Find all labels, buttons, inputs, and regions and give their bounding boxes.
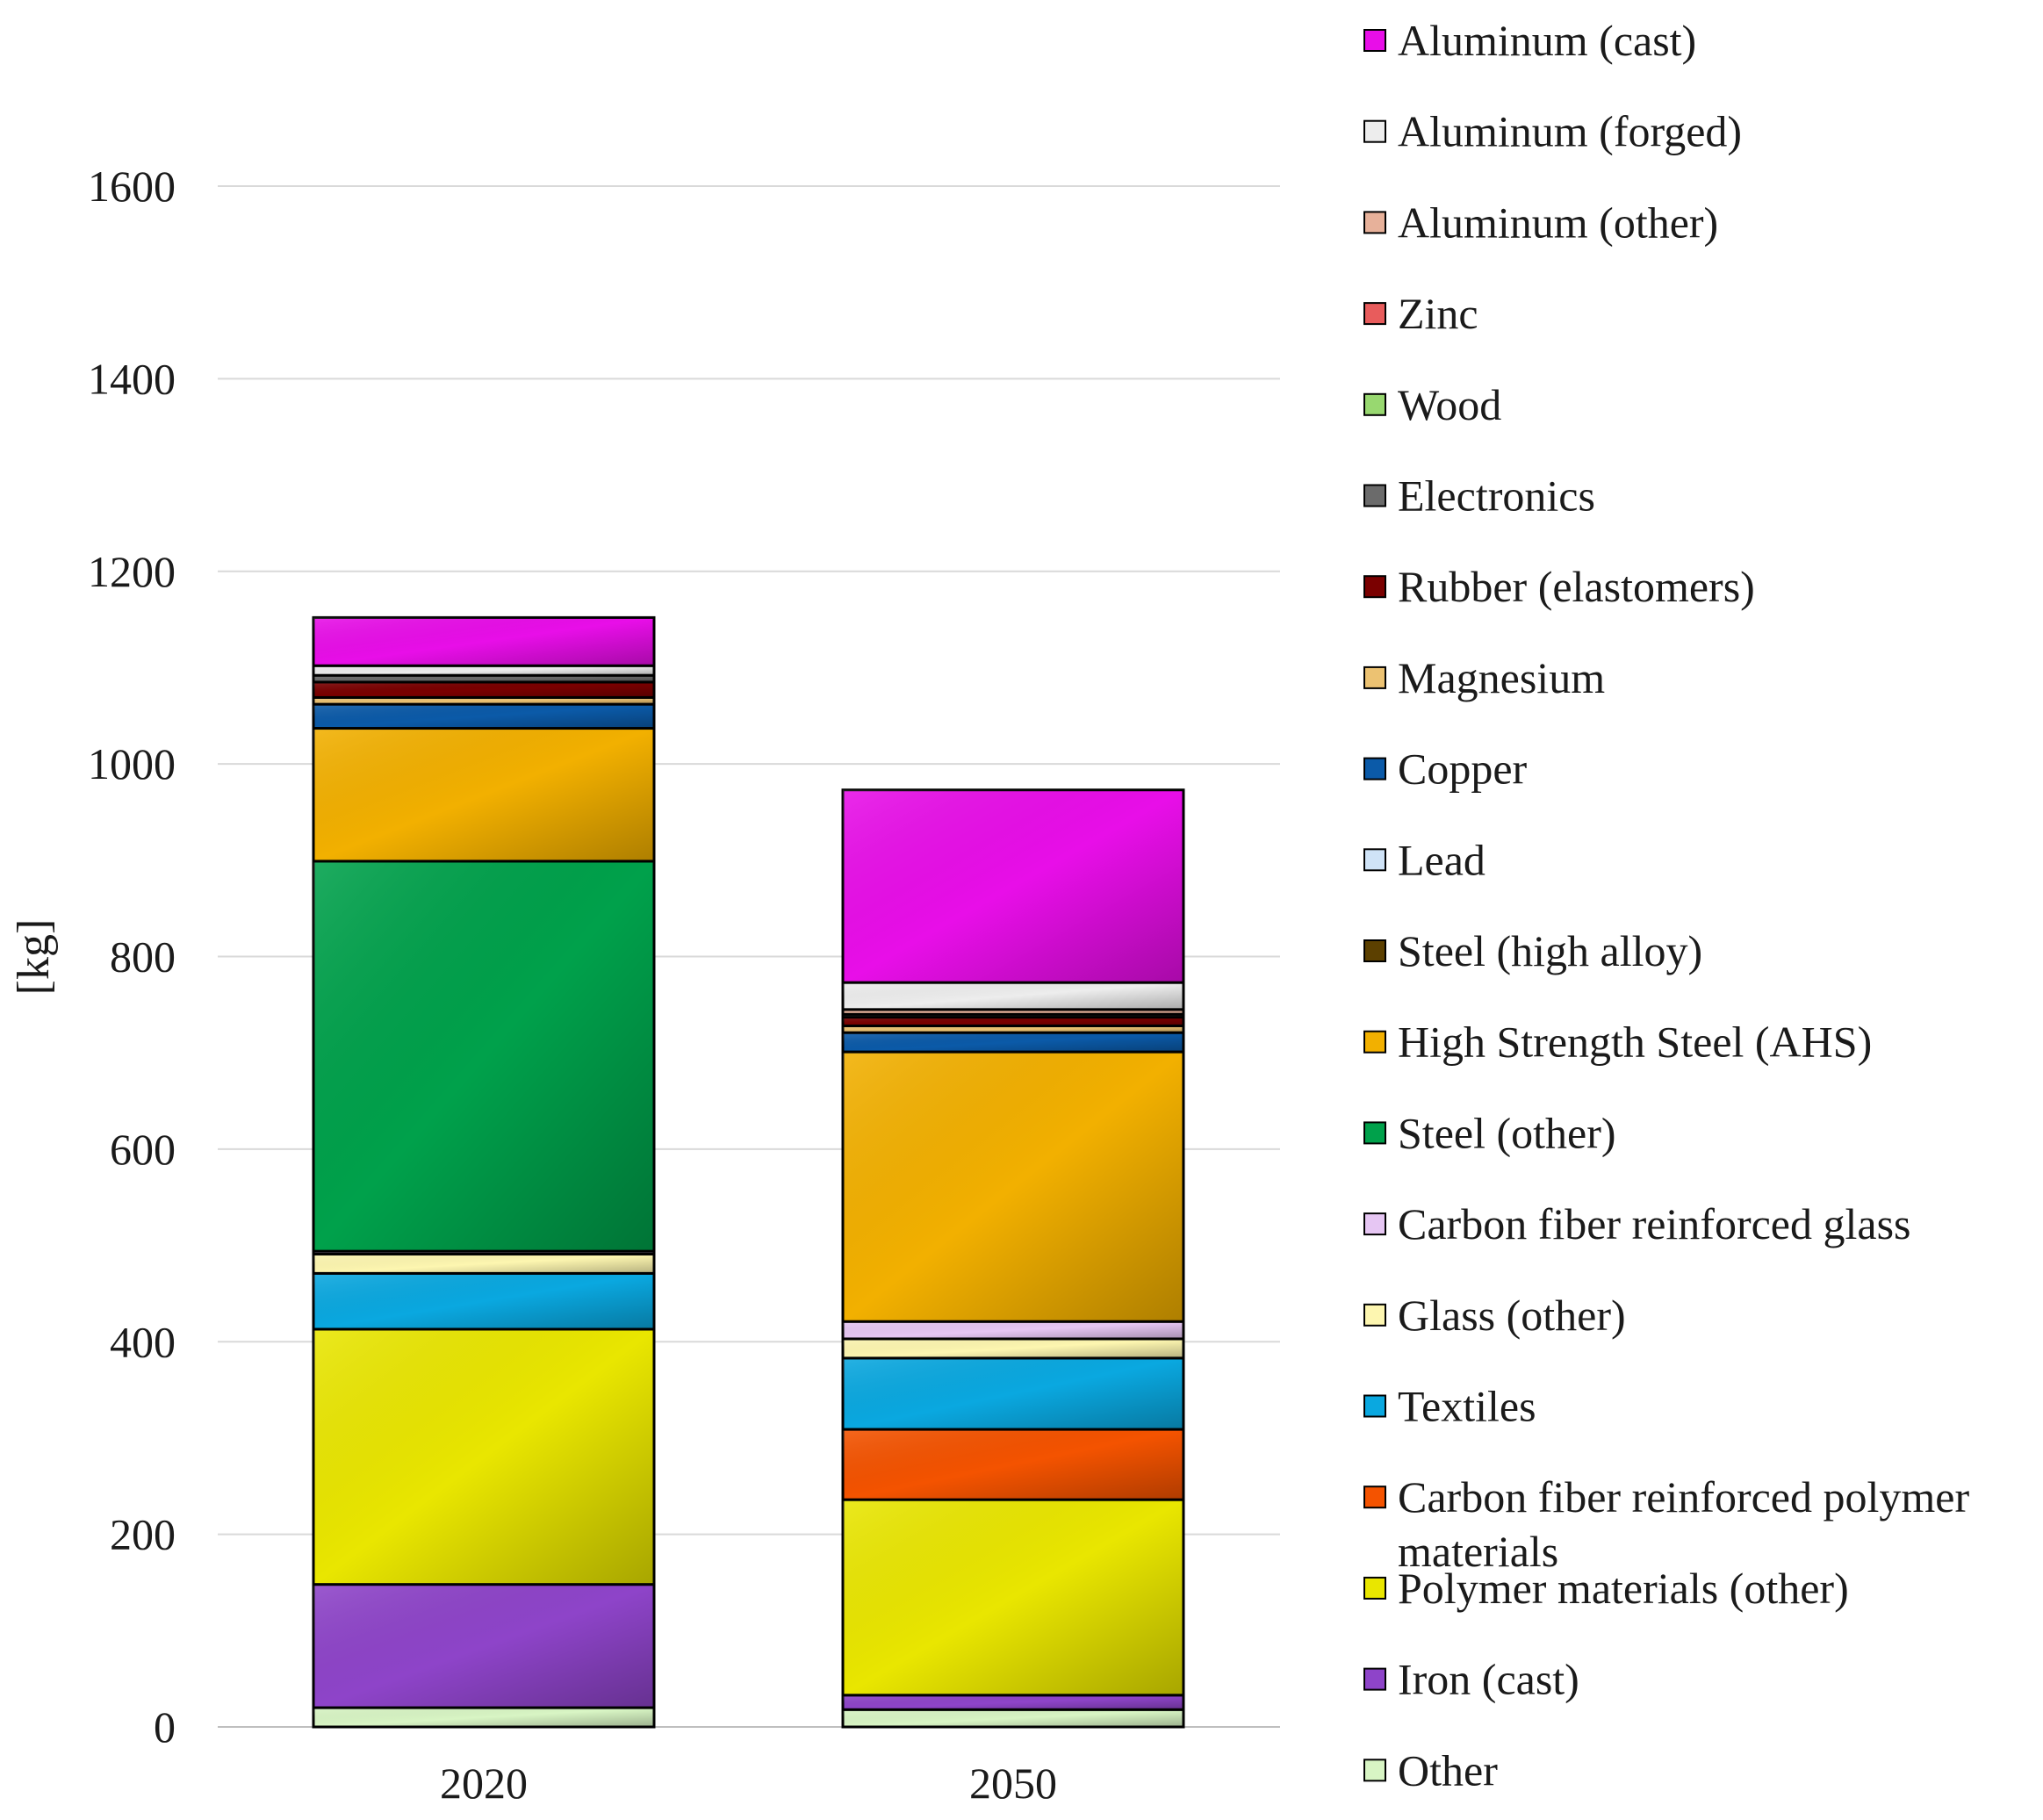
legend-label: Steel (other) <box>1398 1108 1616 1157</box>
bar-segment-2050-aluminum-forged- <box>841 981 1185 1011</box>
legend-swatch <box>1363 1485 1386 1509</box>
legend-item: Other <box>1363 1745 1498 1795</box>
legend-label: Copper <box>1398 745 1528 794</box>
legend: Aluminum (cast) Aluminum (forged) Aluminum… <box>1363 16 1969 1795</box>
legend-swatch <box>1363 1030 1386 1054</box>
bar-segment-2020-other <box>312 1706 656 1729</box>
bar-segment-2020-iron-cast- <box>312 1583 656 1709</box>
legend-label: Zinc <box>1398 289 1478 338</box>
legend-label: Polymer materials (other) <box>1398 1564 1849 1613</box>
bar-segment-2020-aluminum-forged- <box>312 664 656 677</box>
y-tick-label: 1000 <box>88 739 176 788</box>
bar-segment-2050-polymer-materials-other- <box>841 1498 1185 1697</box>
legend-swatch <box>1363 392 1386 416</box>
legend-label: Aluminum (forged) <box>1398 107 1742 156</box>
bars <box>312 615 1185 1729</box>
legend-swatch <box>1363 1759 1386 1782</box>
legend-label: Rubber (elastomers) <box>1398 562 1755 611</box>
legend-label: Iron (cast) <box>1398 1655 1579 1704</box>
legend-swatch <box>1363 848 1386 872</box>
legend-label: Textiles <box>1398 1382 1536 1431</box>
bar-segment-2020-steel-other- <box>312 860 656 1253</box>
bar-segment-2020-textiles <box>312 1271 656 1331</box>
legend-label: Electronics <box>1398 471 1595 521</box>
legend-label: Aluminum (other) <box>1398 198 1718 247</box>
legend-swatch <box>1363 1212 1386 1236</box>
legend-item: Carbon fiber reinforced polymer materials <box>1363 1472 1969 1576</box>
bar-segment-2020-high-strength-steel-ahs- <box>312 727 656 863</box>
legend-swatch <box>1363 575 1386 599</box>
legend-label: Wood <box>1398 380 1501 429</box>
legend-item: Lead <box>1363 835 1485 884</box>
bar-segment-2050-glass-other- <box>841 1337 1185 1360</box>
bar-segment-2050-aluminum-cast- <box>841 788 1185 984</box>
legend-swatch <box>1363 302 1386 326</box>
bar-segment-2020-copper <box>312 702 656 730</box>
legend-label: Carbon fiber reinforced glass <box>1398 1199 1911 1248</box>
y-tick-label: 1600 <box>88 162 176 211</box>
bar-segment-2050-carbon-fiber-reinforced-glass <box>841 1320 1185 1341</box>
legend-label: Steel (high alloy) <box>1398 926 1702 975</box>
bar-segment-2020-rubber-elastomers- <box>312 680 656 699</box>
legend-swatch <box>1363 211 1386 234</box>
legend-swatch <box>1363 119 1386 143</box>
x-tick-label: 2020 <box>440 1759 528 1808</box>
legend-swatch <box>1363 1667 1386 1691</box>
legend-label: Lead <box>1398 835 1485 884</box>
legend-item: High Strength Steel (AHS) <box>1363 1018 1872 1067</box>
legend-label: Other <box>1398 1745 1498 1795</box>
legend-swatch <box>1363 1576 1386 1600</box>
legend-item: Iron (cast) <box>1363 1655 1579 1704</box>
legend-item: Zinc <box>1363 289 1478 338</box>
legend-item: Steel (other) <box>1363 1108 1616 1157</box>
bar-segment-2020-aluminum-cast- <box>312 615 656 667</box>
legend-swatch <box>1363 29 1386 52</box>
y-tick-label: 200 <box>110 1510 176 1559</box>
y-axis-label: [kg] <box>9 919 59 996</box>
bar-segment-2050-high-strength-steel-ahs- <box>841 1050 1185 1323</box>
legend-item: Polymer materials (other) <box>1363 1564 1849 1613</box>
y-tick-label: 1200 <box>88 547 176 596</box>
y-tick-label: 400 <box>110 1317 176 1366</box>
legend-item: Carbon fiber reinforced glass <box>1363 1199 1911 1248</box>
x-axis-ticks: 2020 2050 <box>440 1759 1057 1808</box>
legend-label: Aluminum (cast) <box>1398 16 1696 65</box>
bar-segment-2050-other <box>841 1708 1185 1729</box>
legend-item: Rubber (elastomers) <box>1363 562 1755 611</box>
legend-item: Aluminum (cast) <box>1363 16 1696 65</box>
legend-item: Aluminum (forged) <box>1363 107 1742 156</box>
legend-swatch <box>1363 939 1386 962</box>
y-tick-label: 800 <box>110 932 176 982</box>
legend-swatch <box>1363 1121 1386 1145</box>
bar-segment-2050-copper <box>841 1031 1185 1054</box>
bar-segment-2050-carbon-fiber-reinforced-polymer-materials <box>841 1428 1185 1501</box>
legend-swatch <box>1363 1394 1386 1418</box>
legend-label: High Strength Steel (AHS) <box>1398 1018 1872 1067</box>
legend-swatch <box>1363 757 1386 781</box>
y-axis-ticks: 0 200 400 600 800 1000 1200 1400 1600 <box>88 162 176 1752</box>
y-tick-label: 0 <box>154 1702 176 1752</box>
y-tick-label: 600 <box>110 1125 176 1174</box>
legend-item: Aluminum (other) <box>1363 198 1718 247</box>
legend-item: Steel (high alloy) <box>1363 926 1702 975</box>
bar-segment-2020-glass-other- <box>312 1252 656 1275</box>
x-tick-label: 2050 <box>969 1759 1057 1808</box>
legend-item: Magnesium <box>1363 653 1605 702</box>
legend-label: Magnesium <box>1398 653 1605 702</box>
legend-item: Electronics <box>1363 471 1595 521</box>
legend-item: Copper <box>1363 745 1528 794</box>
legend-label: Glass (other) <box>1398 1291 1626 1340</box>
legend-swatch <box>1363 1303 1386 1327</box>
legend-swatch <box>1363 665 1386 689</box>
legend-label: Carbon fiber reinforced polymer materials <box>1398 1472 1969 1576</box>
y-tick-label: 1400 <box>88 354 176 403</box>
bar-segment-2050-textiles <box>841 1356 1185 1431</box>
bar-segment-2020-polymer-materials-other- <box>312 1327 656 1586</box>
legend-swatch <box>1363 484 1386 507</box>
legend-item: Wood <box>1363 380 1501 429</box>
bar-segment-2050-iron-cast- <box>841 1694 1185 1711</box>
legend-item: Textiles <box>1363 1382 1536 1431</box>
legend-item: Glass (other) <box>1363 1291 1626 1340</box>
